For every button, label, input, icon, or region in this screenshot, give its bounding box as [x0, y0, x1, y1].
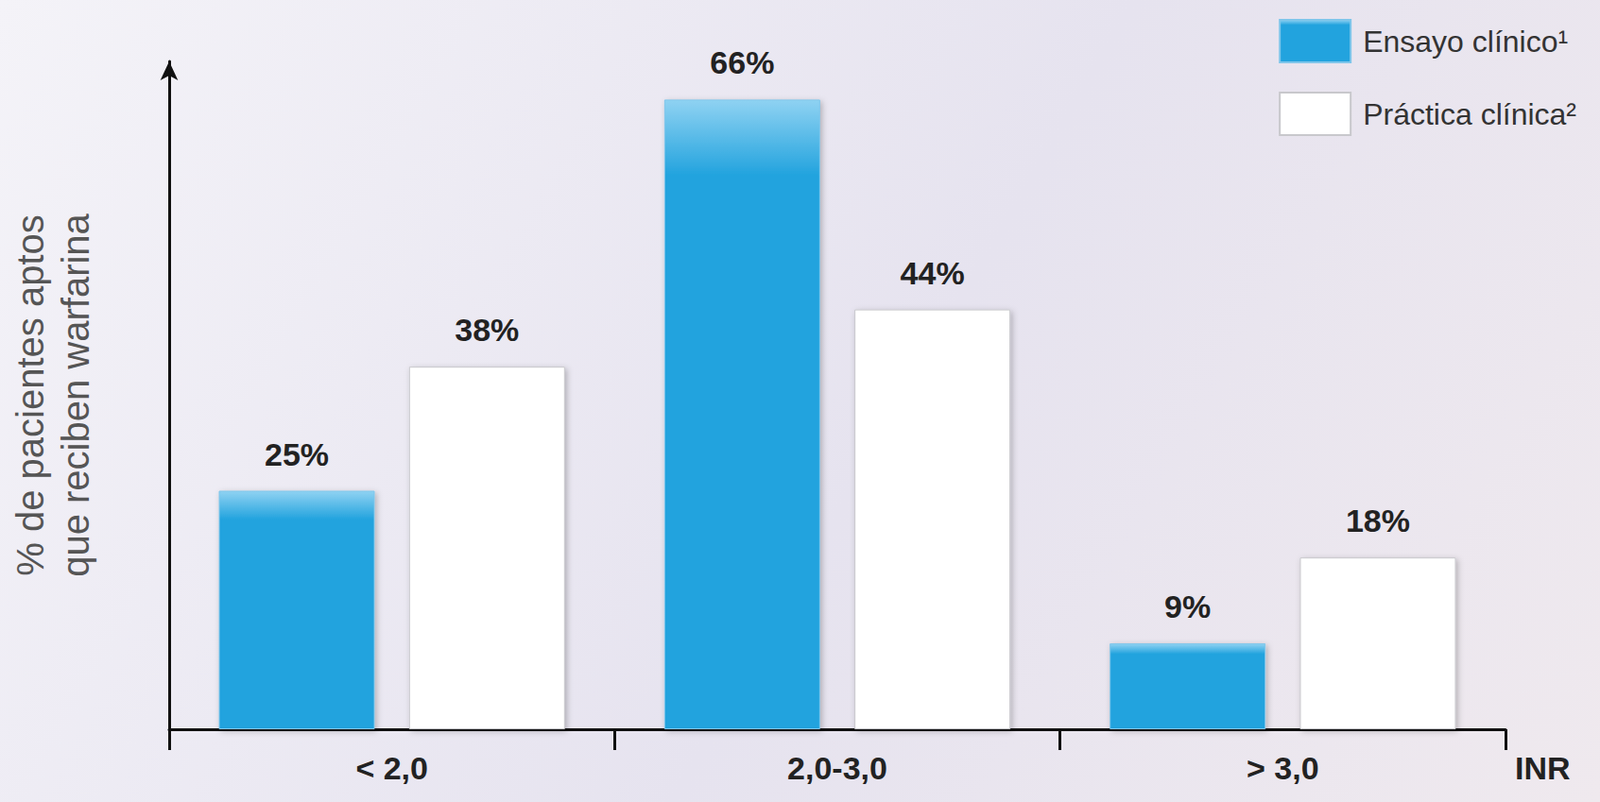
svg-text:Ensayo clínico¹: Ensayo clínico¹: [1362, 24, 1568, 59]
svg-text:66%: 66%: [709, 44, 775, 81]
svg-text:38%: 38%: [454, 311, 519, 348]
svg-text:> 3,0: > 3,0: [1246, 750, 1320, 787]
svg-text:44%: 44%: [900, 255, 965, 292]
svg-text:INR: INR: [1514, 750, 1571, 787]
svg-text:25%: 25%: [264, 436, 329, 473]
svg-text:% de pacientes aptos: % de pacientes aptos: [9, 214, 52, 576]
svg-text:que reciben warfarina: que reciben warfarina: [54, 212, 97, 577]
svg-text:18%: 18%: [1345, 502, 1411, 539]
svg-text:2,0-3,0: 2,0-3,0: [787, 750, 888, 787]
svg-text:Práctica clínica²: Práctica clínica²: [1362, 97, 1577, 132]
svg-text:9%: 9%: [1164, 588, 1211, 625]
svg-text:< 2,0: < 2,0: [355, 750, 429, 787]
